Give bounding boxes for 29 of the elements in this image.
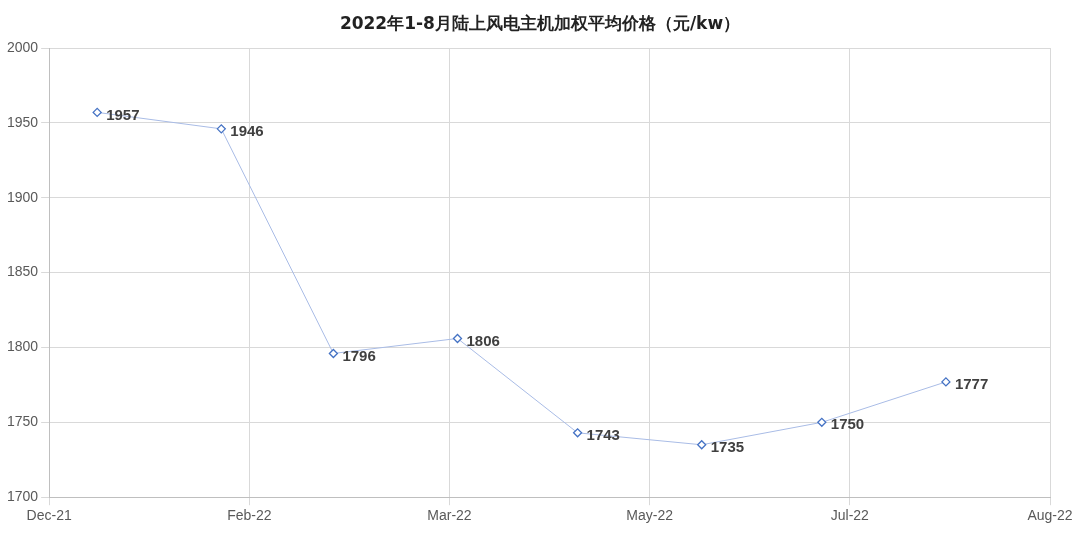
data-label: 1957 xyxy=(106,105,140,123)
point xyxy=(216,124,226,134)
x-tick-label: May-22 xyxy=(626,507,674,524)
point xyxy=(817,417,827,427)
point xyxy=(328,348,339,359)
point xyxy=(92,107,102,118)
data-label: 1777 xyxy=(954,375,989,393)
y-tick-label: 1850 xyxy=(6,263,39,280)
point xyxy=(572,428,583,438)
y-tick-label: 1950 xyxy=(6,113,39,130)
x-tick-label: Dec-21 xyxy=(26,507,72,524)
y-tick-label: 2000 xyxy=(6,38,39,55)
data-label: 1946 xyxy=(230,122,264,139)
chart-title: 2022年1-8月陆上风电主机加权平均价格（元/kw） xyxy=(338,12,742,35)
y-tick-label: 1750 xyxy=(6,413,39,430)
y-tick-label: 1800 xyxy=(6,338,39,355)
point xyxy=(697,440,707,450)
x-tick-label: Aug-22 xyxy=(1027,507,1073,524)
data-label: 1806 xyxy=(466,331,500,349)
data-label: 1743 xyxy=(586,425,620,443)
x-tick-label: Mar-22 xyxy=(427,507,472,524)
y-tick-label: 1700 xyxy=(6,488,39,505)
data-label: 1796 xyxy=(342,346,376,364)
y-tick-label: 1900 xyxy=(6,188,39,205)
point xyxy=(941,377,951,387)
x-tick-label: Feb-22 xyxy=(227,507,272,524)
x-tick-label: Jul-22 xyxy=(830,507,870,524)
data-label: 1735 xyxy=(710,437,745,455)
data-label: 1750 xyxy=(830,415,865,433)
